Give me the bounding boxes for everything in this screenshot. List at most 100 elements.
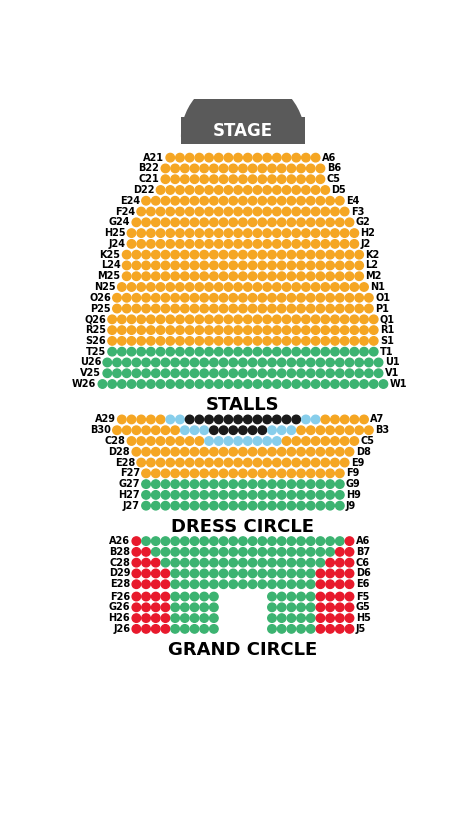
- Circle shape: [345, 558, 354, 567]
- Circle shape: [142, 537, 150, 545]
- Circle shape: [268, 448, 276, 456]
- Circle shape: [311, 437, 320, 445]
- Circle shape: [336, 197, 344, 205]
- Circle shape: [171, 175, 179, 183]
- Circle shape: [355, 358, 364, 367]
- Circle shape: [229, 272, 237, 281]
- Circle shape: [122, 293, 131, 302]
- Circle shape: [229, 293, 237, 302]
- Circle shape: [297, 304, 305, 313]
- Circle shape: [210, 469, 218, 477]
- Circle shape: [287, 218, 296, 226]
- Circle shape: [336, 558, 344, 567]
- Circle shape: [210, 218, 218, 226]
- Circle shape: [307, 491, 315, 499]
- Circle shape: [219, 272, 228, 281]
- Circle shape: [195, 186, 204, 194]
- Circle shape: [273, 415, 281, 424]
- Circle shape: [156, 380, 165, 388]
- Circle shape: [229, 218, 237, 226]
- Circle shape: [273, 207, 281, 216]
- Circle shape: [311, 207, 320, 216]
- Circle shape: [263, 315, 272, 324]
- Circle shape: [224, 348, 233, 356]
- Circle shape: [326, 480, 334, 488]
- Circle shape: [350, 437, 359, 445]
- Circle shape: [336, 614, 344, 622]
- Text: K25: K25: [100, 249, 120, 259]
- Circle shape: [273, 282, 281, 292]
- Circle shape: [161, 261, 170, 269]
- Circle shape: [190, 197, 199, 205]
- Circle shape: [311, 458, 320, 467]
- Text: F27: F27: [120, 468, 140, 478]
- Circle shape: [248, 548, 257, 556]
- Circle shape: [248, 480, 257, 488]
- Circle shape: [161, 558, 170, 567]
- Circle shape: [229, 569, 237, 577]
- Circle shape: [239, 558, 247, 567]
- Circle shape: [321, 315, 329, 324]
- Circle shape: [365, 304, 373, 313]
- Circle shape: [214, 315, 223, 324]
- Circle shape: [316, 426, 325, 434]
- Circle shape: [190, 175, 199, 183]
- Circle shape: [277, 261, 286, 269]
- Circle shape: [297, 218, 305, 226]
- Circle shape: [152, 272, 160, 281]
- Circle shape: [301, 326, 310, 335]
- Circle shape: [185, 186, 194, 194]
- Circle shape: [200, 548, 209, 556]
- Circle shape: [234, 348, 242, 356]
- Circle shape: [326, 569, 334, 577]
- Circle shape: [277, 293, 286, 302]
- Circle shape: [277, 175, 286, 183]
- Circle shape: [239, 293, 247, 302]
- Circle shape: [137, 240, 146, 248]
- Circle shape: [234, 154, 242, 162]
- Circle shape: [326, 369, 334, 377]
- Circle shape: [239, 480, 247, 488]
- Circle shape: [282, 154, 291, 162]
- Circle shape: [307, 448, 315, 456]
- Circle shape: [161, 614, 170, 622]
- Circle shape: [258, 175, 266, 183]
- Circle shape: [113, 293, 121, 302]
- Circle shape: [340, 337, 349, 345]
- Circle shape: [326, 218, 334, 226]
- Circle shape: [350, 229, 359, 237]
- Text: T1: T1: [380, 347, 393, 357]
- Circle shape: [258, 164, 266, 173]
- Circle shape: [239, 580, 247, 588]
- Circle shape: [277, 537, 286, 545]
- Text: T25: T25: [86, 347, 106, 357]
- Text: D6: D6: [356, 568, 371, 578]
- Circle shape: [214, 337, 223, 345]
- Circle shape: [214, 240, 223, 248]
- Circle shape: [132, 558, 141, 567]
- Circle shape: [239, 569, 247, 577]
- Circle shape: [239, 369, 247, 377]
- Circle shape: [200, 491, 209, 499]
- Circle shape: [142, 558, 150, 567]
- Circle shape: [277, 469, 286, 477]
- Circle shape: [195, 326, 204, 335]
- Circle shape: [350, 348, 359, 356]
- Circle shape: [171, 369, 179, 377]
- Circle shape: [301, 229, 310, 237]
- Circle shape: [205, 282, 213, 292]
- Circle shape: [321, 415, 329, 424]
- Circle shape: [316, 197, 325, 205]
- Circle shape: [331, 315, 339, 324]
- Circle shape: [171, 614, 179, 622]
- Circle shape: [127, 240, 136, 248]
- Circle shape: [301, 315, 310, 324]
- Circle shape: [292, 282, 301, 292]
- Circle shape: [268, 480, 276, 488]
- Text: A6: A6: [356, 536, 370, 546]
- Circle shape: [311, 186, 320, 194]
- Text: L24: L24: [100, 260, 120, 270]
- Circle shape: [273, 437, 281, 445]
- Circle shape: [210, 197, 218, 205]
- Circle shape: [132, 624, 141, 633]
